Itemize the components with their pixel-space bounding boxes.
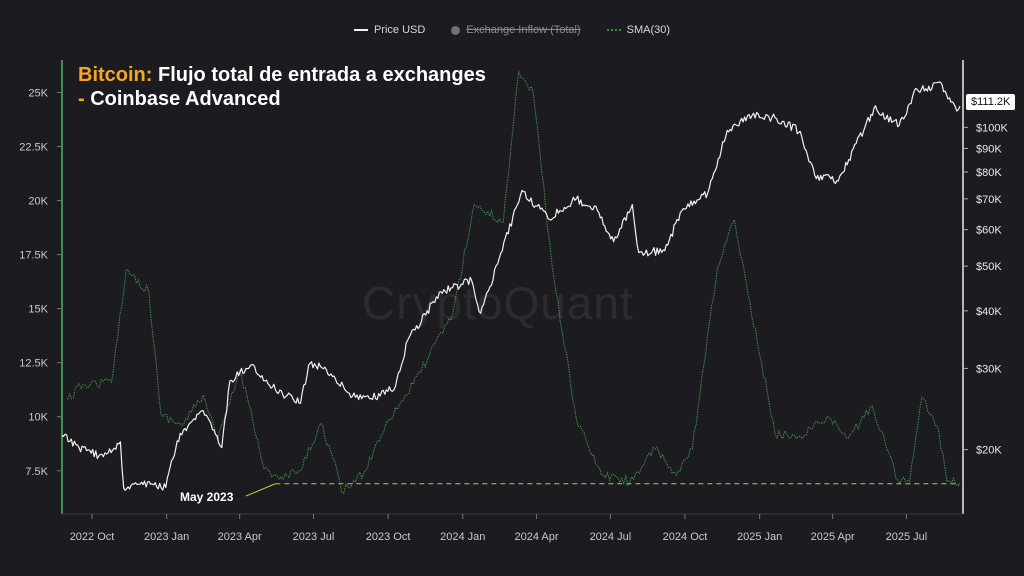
legend: Price USD Exchange Inflow (Total) SMA(30… [0,24,1024,36]
left-tick-label: 25K [28,87,48,99]
title-main: Flujo total de entrada a exchanges [152,64,486,86]
may-2023-annotation: May 2023 [180,490,234,504]
x-tick-label: 2023 Apr [218,531,262,543]
price-swatch [353,29,368,31]
x-axis: 2022 Oct 2023 Jan 2023 Apr 2023 Jul 2023 Oct… [62,513,963,543]
annotation-leader-line [245,483,276,497]
legend-inflow[interactable]: Exchange Inflow (Total) [451,24,581,36]
x-tick-label: 2022 Oct [70,531,115,543]
right-tick-label: $20K [976,445,1002,457]
left-tick-label: 7.5K [25,466,48,478]
right-tick-label: $60K [976,225,1002,237]
x-tick-label: 2024 Jan [440,531,485,543]
left-tick-label: 22.5K [19,141,48,153]
legend-sma[interactable]: SMA(30) [606,24,671,36]
x-tick-label: 2023 Oct [366,531,411,543]
sma-30-line [67,70,961,494]
left-tick-label: 15K [28,304,48,316]
title-line2-dash: - [78,88,91,110]
sma-layer [67,70,961,494]
chart-title: Bitcoin: Flujo total de entrada a exchan… [78,63,486,111]
x-tick-label: 2024 Jul [590,531,632,543]
right-tick-label: $50K [976,261,1002,273]
x-tick-label: 2024 Apr [515,531,559,543]
left-tick-label: 20K [28,196,48,208]
x-tick-label: 2023 Jan [144,531,189,543]
threshold-layer [245,483,960,497]
title-line2: Coinbase Advanced [90,88,281,110]
right-tick-label: $40K [976,306,1002,318]
right-tick-label: $70K [976,194,1002,206]
price-layer [61,81,961,491]
x-tick-label: 2025 Jul [886,531,928,543]
right-tick-label: $100K [976,122,1008,134]
watermark: CryptoQuant [362,277,634,329]
legend-price[interactable]: Price USD [353,24,426,36]
left-tick-label: 12.5K [19,358,48,370]
legend-price-label: Price USD [373,24,426,36]
current-price-tag: $111.2K [966,94,1016,110]
legend-inflow-label: Exchange Inflow (Total) [466,24,581,36]
price-usd-line [61,81,961,491]
inflow-swatch [451,25,461,35]
right-axis: $20K $30K $40K $50K $60K $70K $80K $90K $100K [962,60,1008,514]
sma-swatch [606,29,621,31]
legend-sma-label: SMA(30) [626,24,671,36]
x-tick-label: 2025 Jan [737,531,782,543]
left-axis: 7.5K 10K 12.5K 15K 17.5K 20K 22.5K 25K [19,60,63,514]
right-tick-label: $80K [976,167,1002,179]
right-tick-label: $90K [976,143,1002,155]
x-tick-label: 2023 Jul [293,531,335,543]
right-tick-label: $30K [976,363,1002,375]
left-tick-label: 10K [28,412,48,424]
x-tick-label: 2024 Oct [663,531,708,543]
x-tick-label: 2025 Apr [811,531,855,543]
left-tick-label: 17.5K [19,250,48,262]
title-accent: Bitcoin: [78,64,153,86]
